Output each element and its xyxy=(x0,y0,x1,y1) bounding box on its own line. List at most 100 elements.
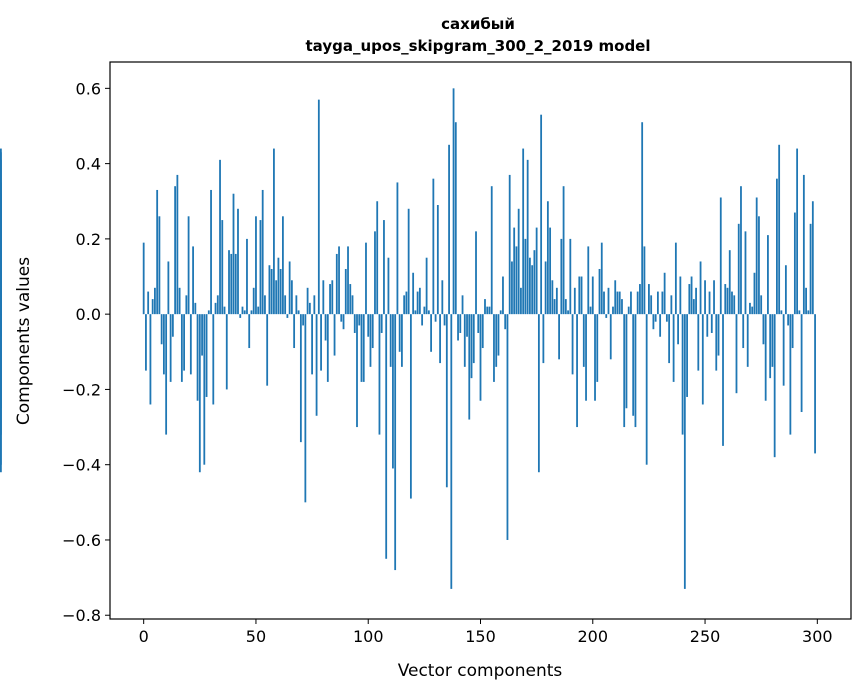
bar xyxy=(201,314,203,356)
bar xyxy=(540,114,543,315)
bar xyxy=(764,314,767,401)
bar xyxy=(580,276,583,315)
bar xyxy=(436,205,439,315)
bar xyxy=(598,268,601,315)
bar xyxy=(762,314,765,345)
bar xyxy=(333,314,336,356)
bar xyxy=(445,314,448,488)
bar xyxy=(683,314,686,589)
bar xyxy=(475,231,477,315)
bar xyxy=(259,220,262,315)
bar xyxy=(470,314,473,379)
bar xyxy=(264,295,266,315)
bar xyxy=(221,220,224,315)
bar xyxy=(331,280,334,315)
bar xyxy=(452,88,455,315)
bar xyxy=(616,291,619,315)
bar xyxy=(499,310,502,315)
bar xyxy=(621,299,623,315)
bar xyxy=(162,314,165,375)
bar xyxy=(587,246,590,315)
bar xyxy=(791,314,794,349)
bar xyxy=(659,314,662,337)
bar xyxy=(459,314,462,333)
bar xyxy=(558,314,560,360)
bar xyxy=(432,178,435,315)
y-tick-label: 0.0 xyxy=(76,305,101,324)
bar xyxy=(430,314,432,352)
bar xyxy=(672,314,675,382)
bar xyxy=(537,314,540,473)
bar xyxy=(282,216,284,315)
bar xyxy=(708,291,711,315)
bar xyxy=(288,261,291,315)
bar xyxy=(600,242,603,315)
bar xyxy=(338,246,340,315)
bar xyxy=(371,314,374,349)
bar xyxy=(760,295,763,315)
bar xyxy=(212,314,215,405)
bar xyxy=(317,99,320,315)
bar xyxy=(425,257,428,315)
bar xyxy=(392,314,394,469)
bar xyxy=(670,295,673,315)
bar xyxy=(524,238,527,315)
bar xyxy=(652,314,655,330)
bar xyxy=(225,314,228,390)
bar xyxy=(214,302,217,315)
bar xyxy=(522,148,525,315)
bar xyxy=(679,276,682,315)
bar xyxy=(605,314,608,318)
bar xyxy=(275,280,278,315)
bar xyxy=(607,287,610,315)
bar xyxy=(612,306,614,315)
bar xyxy=(203,314,206,465)
bar xyxy=(250,310,253,315)
bar xyxy=(555,287,558,315)
bar xyxy=(243,310,246,315)
bar xyxy=(567,310,569,315)
bar xyxy=(198,314,201,473)
bar xyxy=(746,314,749,367)
bar xyxy=(324,314,327,341)
bar xyxy=(376,201,379,315)
bar xyxy=(618,291,621,315)
bar xyxy=(210,189,212,315)
x-tick-label: 0 xyxy=(139,627,149,646)
bar xyxy=(769,314,772,379)
bar xyxy=(544,261,547,315)
bar xyxy=(488,306,491,315)
bar xyxy=(560,238,563,315)
bar xyxy=(737,223,740,315)
bar xyxy=(158,216,161,315)
bar xyxy=(362,314,365,382)
bar xyxy=(641,122,644,315)
x-tick-label: 300 xyxy=(802,627,833,646)
bar xyxy=(266,314,269,386)
bar xyxy=(513,227,516,315)
bars-group xyxy=(0,88,816,589)
bar xyxy=(767,235,769,315)
bar xyxy=(582,314,585,367)
bar xyxy=(385,314,388,559)
bar xyxy=(805,287,807,315)
bar xyxy=(290,280,293,315)
bar xyxy=(365,242,367,315)
bar xyxy=(257,306,260,315)
bar xyxy=(490,186,493,315)
bar xyxy=(306,287,309,315)
bar xyxy=(405,291,408,315)
bar xyxy=(403,295,406,315)
bar xyxy=(481,314,484,349)
bar xyxy=(398,314,401,352)
bar xyxy=(614,280,617,315)
bar xyxy=(706,314,709,337)
bar xyxy=(681,314,684,435)
bar xyxy=(776,178,778,315)
y-axis-label: Components values xyxy=(14,257,34,425)
bar xyxy=(594,314,596,401)
bar xyxy=(695,287,697,315)
bar xyxy=(656,291,659,315)
bar xyxy=(237,208,239,315)
bar xyxy=(677,314,679,345)
